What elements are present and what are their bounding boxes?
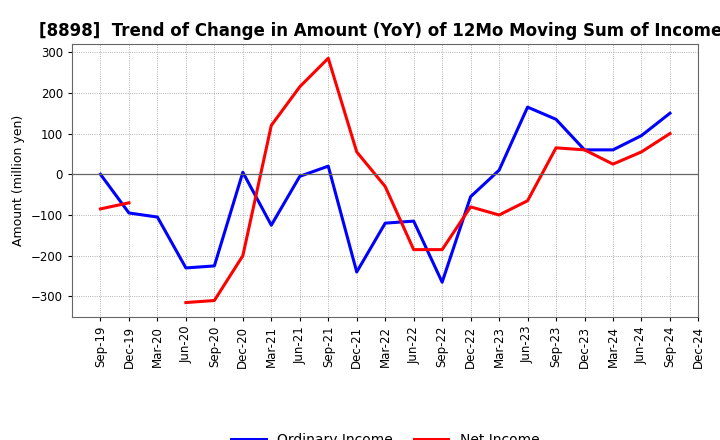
Ordinary Income <box>608 147 617 153</box>
Y-axis label: Amount (million yen): Amount (million yen) <box>12 115 25 246</box>
Ordinary Income <box>495 168 503 173</box>
Line: Ordinary Income: Ordinary Income <box>101 107 670 282</box>
Ordinary Income <box>210 263 219 268</box>
Ordinary Income <box>267 223 276 228</box>
Ordinary Income <box>438 279 446 285</box>
Ordinary Income <box>295 174 304 179</box>
Net Income <box>125 200 133 205</box>
Ordinary Income <box>410 219 418 224</box>
Ordinary Income <box>324 164 333 169</box>
Ordinary Income <box>381 220 390 226</box>
Line: Net Income: Net Income <box>101 203 129 209</box>
Ordinary Income <box>523 104 532 110</box>
Net Income <box>96 206 105 212</box>
Legend: Ordinary Income, Net Income: Ordinary Income, Net Income <box>225 427 545 440</box>
Ordinary Income <box>552 117 560 122</box>
Ordinary Income <box>125 210 133 216</box>
Ordinary Income <box>467 194 475 199</box>
Ordinary Income <box>665 110 674 116</box>
Ordinary Income <box>238 169 247 175</box>
Ordinary Income <box>153 214 162 220</box>
Ordinary Income <box>352 269 361 275</box>
Ordinary Income <box>580 147 589 153</box>
Ordinary Income <box>181 265 190 271</box>
Ordinary Income <box>96 172 105 177</box>
Ordinary Income <box>637 133 646 138</box>
Title: [8898]  Trend of Change in Amount (YoY) of 12Mo Moving Sum of Incomes: [8898] Trend of Change in Amount (YoY) o… <box>39 22 720 40</box>
